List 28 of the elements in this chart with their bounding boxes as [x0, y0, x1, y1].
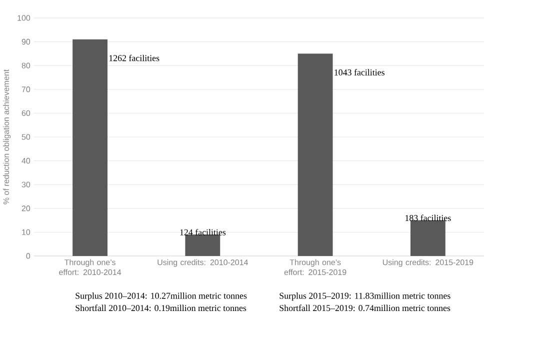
y-tick-label: 90: [22, 39, 30, 45]
x-tick-label: Through one’s effort: 2015-2019: [284, 259, 346, 276]
x-tick-label: Using credits: 2015-2019: [382, 259, 474, 267]
y-tick-label: 40: [22, 158, 30, 164]
annotation: 183 facilities: [405, 214, 451, 222]
y-tick-label: 0: [26, 253, 30, 259]
y-tick-label: 60: [22, 110, 30, 116]
text: Surplus 2015–2019: 11.83million metric tonnes: [280, 292, 450, 301]
x-tick-label: Using credits: 2010-2014: [158, 259, 248, 267]
annotation: 124 facilities: [180, 229, 226, 236]
text: Shortfall 2010–2014: 0.19million metric tonnes: [76, 304, 246, 312]
y-tick-label: 100: [18, 15, 30, 21]
y-tick-label: 80: [22, 62, 30, 69]
annotation: 1262 facilities: [109, 54, 160, 62]
bar: [298, 54, 333, 256]
annotation: 1043 facilities: [334, 69, 384, 76]
y-tick-label: 50: [22, 134, 30, 140]
y-axis-title: % of reduction obligation achievement: [3, 70, 11, 204]
y-tick-label: 30: [22, 182, 30, 188]
x-tick-label: Through one’s effort: 2010-2014: [59, 259, 122, 276]
bar: [185, 234, 220, 256]
bar: [410, 220, 446, 256]
text: Surplus 2010–2014: 10.27million metric tonnes: [76, 292, 247, 301]
bar: [72, 40, 108, 256]
y-tick-label: 10: [22, 230, 30, 236]
text: Shortfall 2015–2019: 0.74million metric tonnes: [280, 304, 450, 312]
y-tick-label: 70: [22, 86, 30, 92]
y-tick-label: 20: [22, 206, 30, 212]
